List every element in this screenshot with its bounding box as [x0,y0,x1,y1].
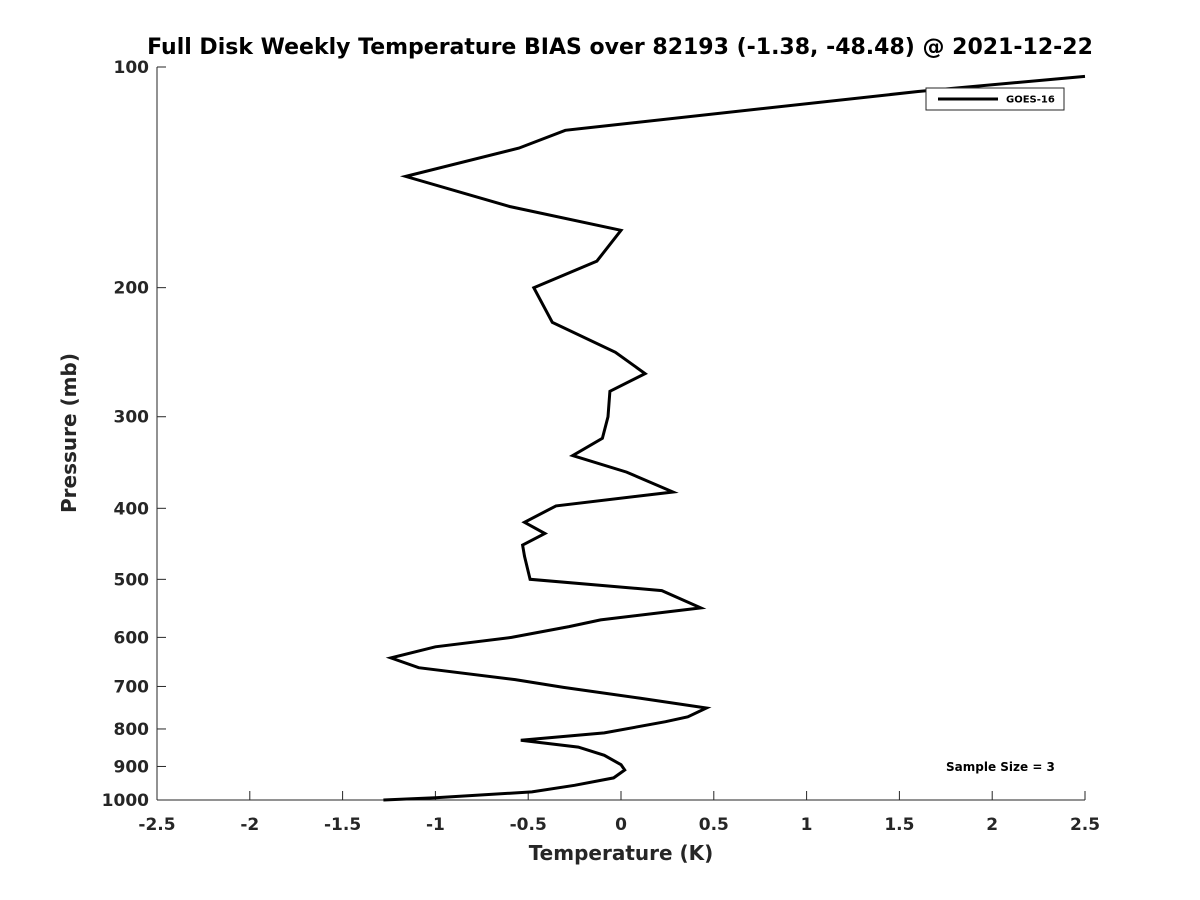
y-axis-label: Pressure (mb) [57,353,81,513]
y-tick-label: 600 [114,628,150,648]
y-tick-label: 300 [114,408,150,428]
x-tick-label: 1 [801,815,813,835]
y-tick-label: 700 [114,677,150,697]
x-tick-label: -1.5 [324,815,361,835]
chart-title: Full Disk Weekly Temperature BIAS over 8… [147,35,1093,60]
x-tick-label: -2.5 [138,815,175,835]
y-axis-ticks: 100 200 300 400 500 600 700 800 900 1000 [102,58,166,811]
x-axis-label: Temperature (K) [529,841,714,865]
plot-area [156,67,1085,801]
x-tick-label: 2.5 [1070,815,1100,835]
y-tick-label: 500 [114,570,150,590]
x-tick-label: 2 [986,815,998,835]
x-axis-ticks: -2.5 -2 -1.5 -1 -0.5 0 0.5 1 1.5 2 2.5 [138,791,1100,835]
y-tick-label: 100 [114,58,150,78]
x-tick-label: -1 [426,815,445,835]
series-line-goes-16 [383,74,1086,802]
sample-size-annotation: Sample Size = 3 [946,760,1055,774]
legend-label-goes-16: GOES-16 [1006,95,1055,106]
x-tick-label: 1.5 [884,815,914,835]
y-tick-label: 200 [114,279,150,299]
series-layer [383,74,1086,802]
x-tick-label: -2 [240,815,259,835]
x-tick-label: 0 [615,815,627,835]
legend: GOES-16 [925,87,1065,111]
x-tick-label: -0.5 [510,815,547,835]
x-tick-label: 0.5 [699,815,729,835]
y-tick-label: 800 [114,720,150,740]
y-tick-label: 1000 [102,791,149,811]
y-tick-label: 400 [114,499,150,519]
y-tick-label: 900 [114,757,150,777]
